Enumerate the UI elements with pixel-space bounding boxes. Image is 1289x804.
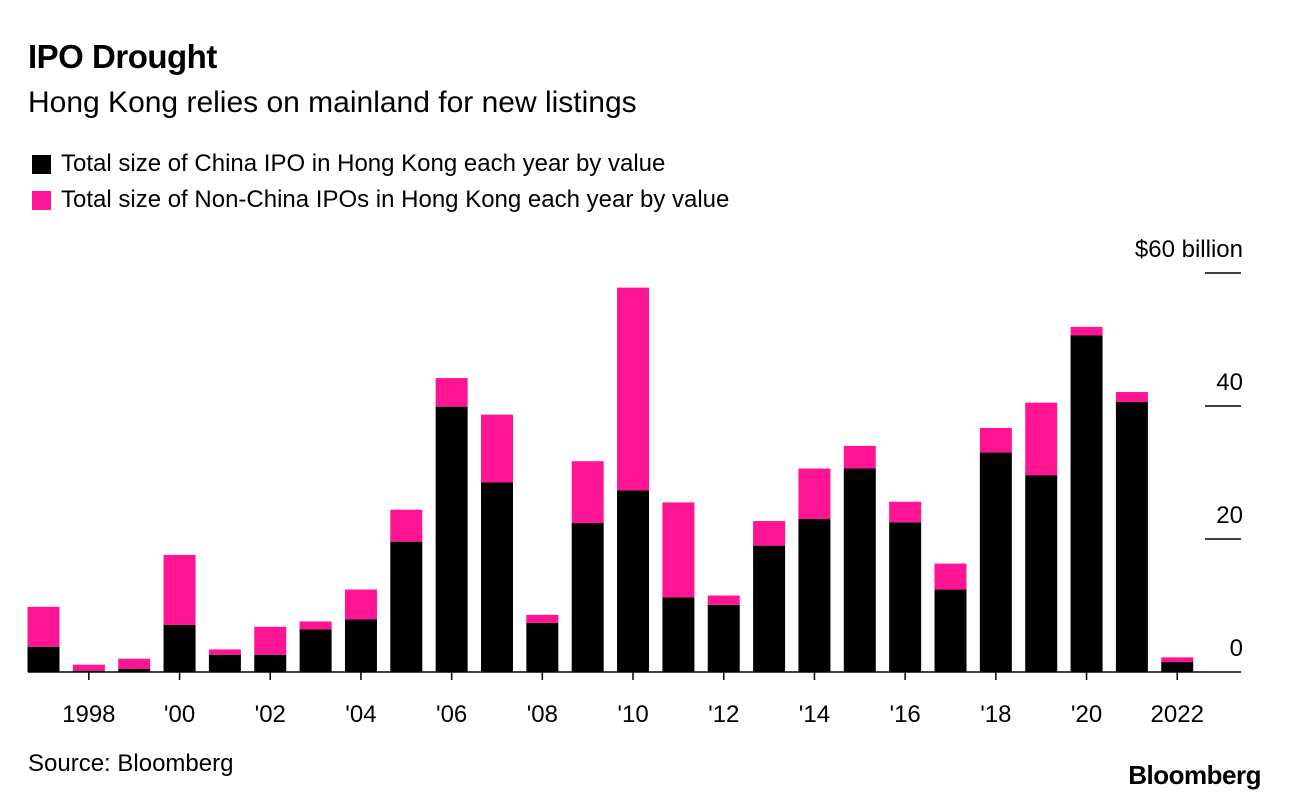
- bar-non-china-2022: [1161, 657, 1194, 663]
- bar-china-2019: [1025, 475, 1058, 672]
- legend-swatch-non-china: [32, 190, 51, 210]
- x-tick-label-2018: '18: [980, 701, 1011, 728]
- x-tick-label-2000: '00: [164, 701, 195, 728]
- x-tick-label-2002: '02: [255, 701, 286, 728]
- bar-non-china-2004: [344, 589, 377, 620]
- bar-china-2009: [571, 523, 604, 672]
- bar-non-china-2016: [889, 501, 922, 523]
- bar-china-1997: [27, 646, 60, 672]
- y-tick-label-60: $60 billion: [1135, 236, 1243, 263]
- bar-non-china-2008: [526, 614, 559, 623]
- bar-china-2013: [753, 545, 786, 672]
- bar-non-china-2001: [208, 649, 241, 655]
- x-tick-label-2010: '10: [617, 701, 648, 728]
- bar-non-china-2019: [1025, 402, 1058, 476]
- chart-title: IPO Drought: [28, 38, 217, 75]
- bar-china-2012: [707, 604, 740, 672]
- x-tick-label-2012: '12: [708, 701, 739, 728]
- bar-non-china-2021: [1115, 392, 1148, 403]
- bar-non-china-1998: [72, 664, 105, 671]
- legend-item-non-china: Total size of Non-China IPOs in Hong Kon…: [32, 182, 729, 218]
- legend: Total size of China IPO in Hong Kong eac…: [32, 146, 729, 218]
- x-tick-label-2022: 2022: [1151, 701, 1204, 728]
- bar-china-2021: [1115, 402, 1148, 672]
- bars-group: [27, 287, 1194, 672]
- bar-non-china-2009: [571, 461, 604, 524]
- bar-china-2010: [617, 490, 650, 672]
- bar-china-2017: [934, 589, 967, 672]
- bar-non-china-2000: [163, 554, 196, 625]
- bar-china-2008: [526, 622, 559, 672]
- y-axis: 0 20 40 $60 billion: [1135, 236, 1243, 662]
- legend-item-china: Total size of China IPO in Hong Kong eac…: [32, 146, 729, 182]
- x-tick-label-2006: '06: [436, 701, 467, 728]
- bar-china-2020: [1070, 335, 1103, 672]
- legend-swatch-china: [32, 154, 51, 174]
- bar-non-china-2013: [753, 521, 786, 546]
- bar-china-2016: [889, 522, 922, 672]
- bar-china-2001: [208, 654, 241, 672]
- chart-subtitle: Hong Kong relies on mainland for new lis…: [28, 86, 637, 119]
- bar-non-china-2014: [798, 468, 831, 520]
- bar-china-2015: [843, 468, 876, 672]
- bar-non-china-2007: [481, 414, 513, 483]
- bar-non-china-2015: [843, 445, 876, 469]
- bar-non-china-1997: [27, 606, 60, 647]
- bar-non-china-2017: [934, 563, 967, 590]
- x-tick-label-2020: '20: [1071, 701, 1102, 728]
- y-tick-label-0: 0: [1230, 635, 1243, 662]
- x-tick-label-2014: '14: [799, 701, 830, 728]
- brand-logo: Bloomberg: [1128, 760, 1261, 790]
- bar-non-china-2010: [617, 287, 650, 491]
- bar-non-china-2018: [979, 427, 1012, 453]
- bar-non-china-2003: [299, 621, 332, 630]
- bar-china-1999: [118, 668, 151, 672]
- x-tick-label-2008: '08: [527, 701, 558, 728]
- x-tick-label-1998: 1998: [62, 701, 115, 728]
- bar-china-2014: [798, 519, 831, 672]
- legend-label-china: Total size of China IPO in Hong Kong eac…: [61, 150, 666, 177]
- bar-china-2005: [390, 541, 423, 672]
- x-tick-label-2004: '04: [345, 701, 376, 728]
- bar-china-2007: [481, 482, 513, 672]
- legend-label-non-china: Total size of Non-China IPOs in Hong Kon…: [61, 186, 730, 213]
- source-note: Source: Bloomberg: [28, 750, 234, 777]
- bar-china-2003: [299, 629, 332, 672]
- x-tick-label-2016: '16: [890, 701, 921, 728]
- y-tick-label-20: 20: [1216, 502, 1243, 529]
- bar-china-2011: [662, 597, 695, 672]
- y-tick-label-40: 40: [1216, 369, 1243, 396]
- bar-china-2022: [1161, 662, 1194, 672]
- bar-non-china-2005: [390, 509, 423, 542]
- bar-non-china-2002: [254, 626, 287, 655]
- bar-china-2004: [344, 619, 377, 672]
- bar-china-2002: [254, 654, 287, 672]
- bar-non-china-2006: [435, 378, 468, 407]
- bar-china-2000: [163, 624, 196, 672]
- bar-non-china-2011: [662, 502, 695, 598]
- bar-china-2006: [435, 406, 468, 672]
- bar-china-2018: [979, 452, 1012, 672]
- bar-non-china-2020: [1070, 326, 1103, 336]
- x-axis: 1998 '00 '02 '04 '06 '08 '10 '12 '14 '16 '18 '20 202…: [28, 671, 1241, 728]
- bar-non-china-2012: [707, 595, 740, 605]
- bar-non-china-1999: [118, 658, 151, 669]
